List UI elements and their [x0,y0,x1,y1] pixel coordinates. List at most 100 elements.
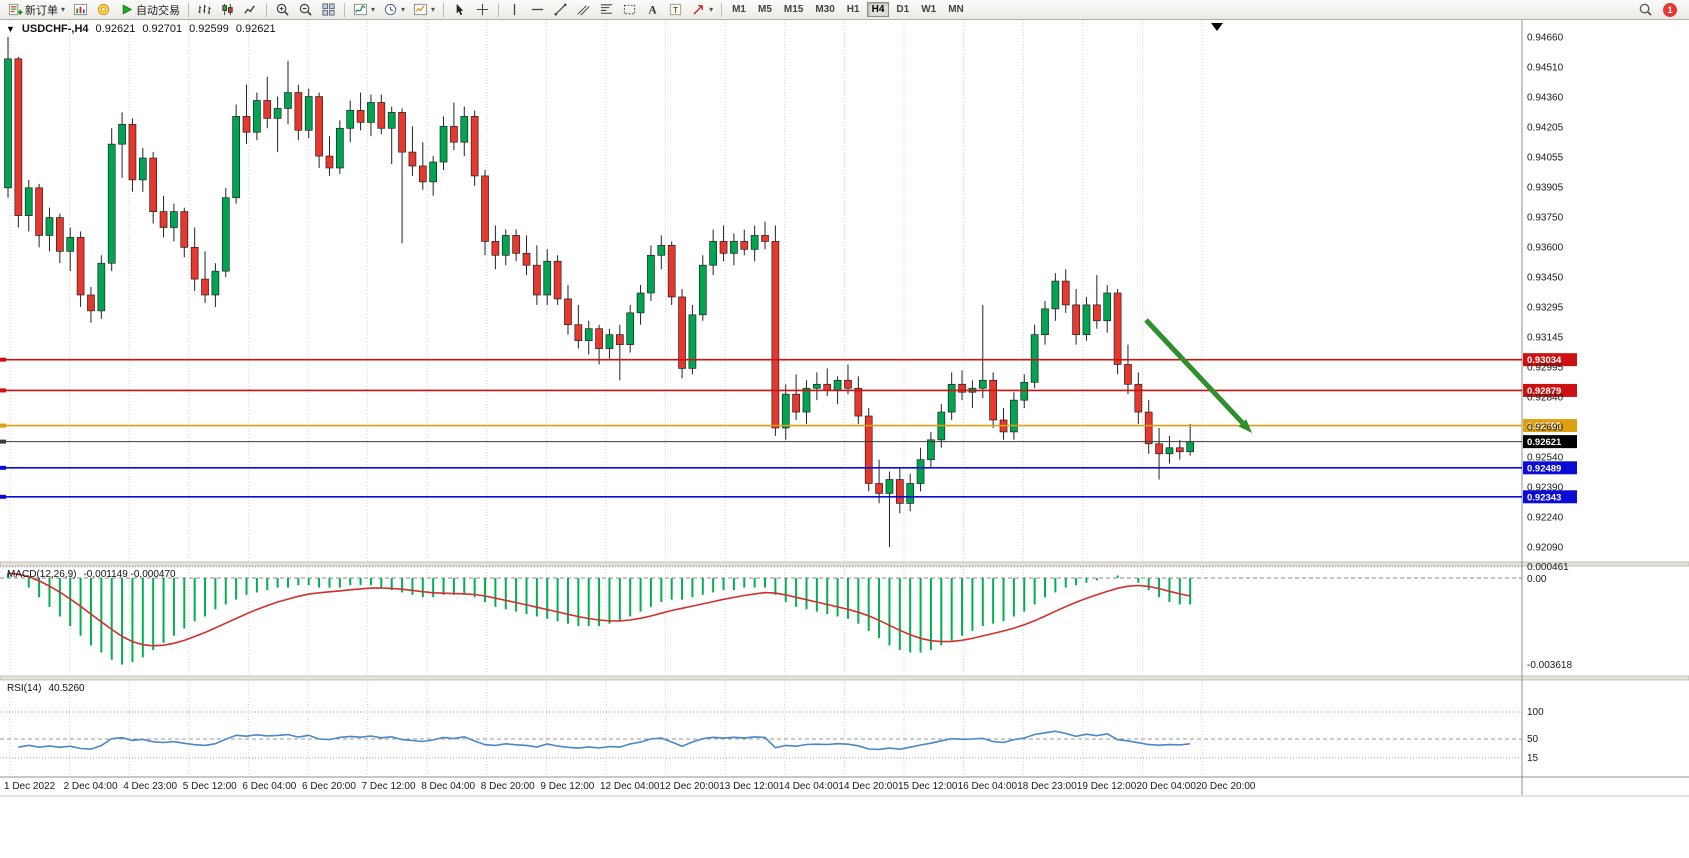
candle-body [792,393,800,413]
timeframe-d1-button[interactable]: D1 [896,4,910,15]
crosshair-button[interactable] [471,1,494,19]
candle-body [429,161,438,183]
one-click-trading-toggle[interactable]: ▼ [6,24,15,34]
candle-body [55,217,64,252]
macd-axis-label: -0.003618 [1527,660,1572,671]
candle-body [1144,411,1153,445]
candle-body [1072,304,1080,336]
time-axis-label: 7 Dec 12:00 [362,781,416,792]
tile-windows-button[interactable] [317,1,340,19]
candle-body [678,296,686,369]
candle-body [864,415,873,484]
price-axis-label: 0.92090 [1527,543,1564,554]
candle-body [128,123,137,181]
candle-body [76,237,85,296]
price-badge-label: 0.92343 [1527,492,1561,503]
time-axis-label: 12 Dec 04:00 [600,781,660,792]
candle-body [1165,447,1174,455]
candle-body [636,292,645,314]
templates-button[interactable]: ▾ [409,1,439,19]
time-axis-label: 1 Dec 2022 [4,781,56,792]
notification-badge[interactable]: 1 [1663,2,1677,17]
timeframe-h4-button[interactable]: H4 [866,2,890,17]
charts-button[interactable] [69,1,92,19]
zoom-out-button[interactable] [294,1,317,19]
rsi-panel-label: RSI(14) 40.5260 [7,683,85,694]
candlestick-chart-button[interactable] [216,1,239,19]
candle-body [564,298,572,326]
timeframe-m5-button[interactable]: M5 [757,4,772,15]
timeframe-m15-button[interactable]: M15 [783,4,804,15]
shapes-button[interactable] [618,1,641,19]
rsi-title: RSI(14) [7,683,42,694]
toolbar-separator [344,2,346,17]
search-button[interactable] [1634,1,1657,19]
autotrading-label: 自动交易 [136,4,181,17]
candle-body [232,116,240,199]
candle-body [958,383,966,393]
timeframe-w1-button[interactable]: W1 [921,4,937,15]
candle-body [595,328,603,349]
candle-body [481,175,489,242]
indicators-button[interactable]: ▾ [349,1,379,19]
candle-body [242,116,251,133]
trend-arrow-head[interactable] [1238,419,1252,433]
trend-arrow-annotation[interactable] [1144,318,1245,425]
candle-body [501,235,510,256]
rsi-axis-label: 50 [1527,734,1539,745]
equidistant-channel-button[interactable] [572,1,595,19]
price-badge [1523,419,1577,433]
candle-body [450,125,458,143]
price-badge-label: 0.92489 [1527,463,1561,474]
candle-body [719,241,728,254]
price-badge [1523,461,1577,475]
line-chart-button[interactable] [239,1,262,19]
zoom-out-icon [298,2,313,17]
periods-button[interactable]: ▾ [379,1,409,19]
horizontal-line-button[interactable] [526,1,549,19]
toolbar-separator [498,2,500,17]
text-button[interactable]: A [641,1,664,19]
fibonacci-button[interactable] [595,1,618,19]
price-axis-label: 0.93600 [1527,243,1564,254]
panel-splitter[interactable] [0,561,1689,567]
timeframe-mn-button[interactable]: MN [948,4,964,15]
zoom-in-button[interactable] [271,1,294,19]
chart-open-value: 0.92621 [95,23,136,35]
candle-body [159,211,168,228]
hline-left-marker [0,357,6,362]
candle-body [1041,308,1049,336]
candle-body [553,260,562,300]
vertical-line-button[interactable] [503,1,526,19]
shapes-icon [622,2,637,17]
arrows-icon [691,2,706,17]
autotrading-button[interactable]: 自动交易 [115,1,184,19]
candle-body [470,116,479,177]
bar-chart-button[interactable] [193,1,216,19]
macd-axis-label: 0.000461 [1527,562,1569,573]
timeframe-h1-button[interactable]: H1 [846,4,860,15]
new-order-button[interactable]: 新订单 ▾ [4,1,69,19]
cursor-button[interactable] [448,1,471,19]
candle-body [906,483,915,504]
text-label-button[interactable]: T [664,1,687,19]
candle-body [97,262,106,312]
candle-body [418,165,427,183]
candle-body [356,110,365,123]
candle-body [1082,304,1091,336]
timeframe-m30-button[interactable]: M30 [815,4,835,15]
candle-body [387,112,396,129]
metaeditor-button[interactable] [92,1,115,19]
chart-shift-marker[interactable] [1211,23,1223,31]
trendline-button[interactable] [549,1,572,19]
chart-high-value: 0.92701 [142,23,183,35]
macd-panel-label: MACD(12,26,9) -0.001149 -0.000470 [7,569,176,580]
candle-body [947,383,956,413]
time-axis-label: 9 Dec 12:00 [540,781,594,792]
timeframe-m1-button[interactable]: M1 [732,4,746,15]
chart-low-value: 0.92599 [189,23,229,35]
arrows-button[interactable]: ▾ [687,1,717,19]
time-axis-label: 16 Dec 04:00 [958,781,1018,792]
candle-body [1103,292,1112,322]
panel-splitter[interactable] [0,675,1689,681]
